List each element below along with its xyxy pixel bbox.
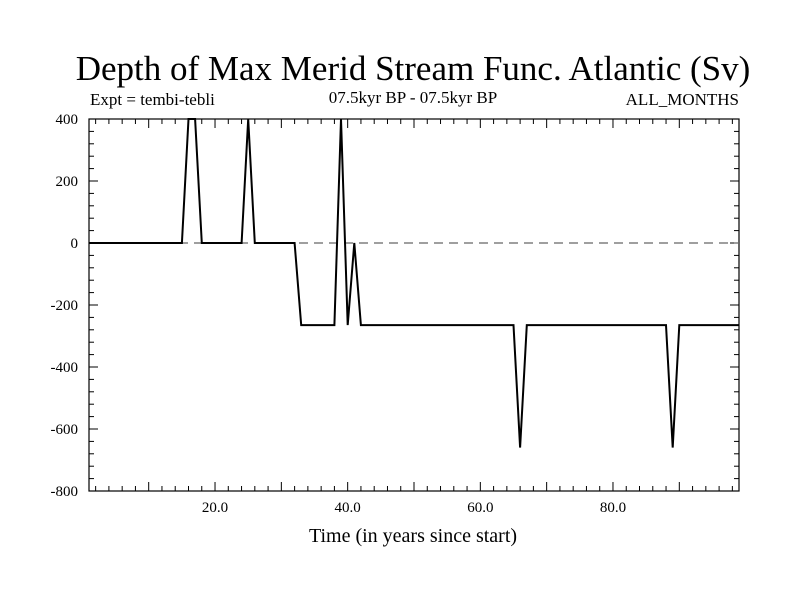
experiment-label: Expt = tembi-tebli [90, 90, 215, 109]
x-tick-label: 20.0 [202, 500, 228, 516]
x-tick-label: 60.0 [467, 500, 493, 516]
x-tick-label: 40.0 [335, 500, 361, 516]
period-label: 07.5kyr BP - 07.5kyr BP [329, 88, 497, 107]
x-tick-labels: 20.0 40.0 60.0 80.0 [202, 500, 626, 516]
y-tick-label: 400 [56, 112, 79, 128]
x-axis-label: Time (in years since start) [309, 525, 517, 547]
x-tick-label: 80.0 [600, 500, 626, 516]
y-tick-labels: 400 200 0 -200 -400 -600 -800 [51, 112, 79, 500]
y-tick-label: -200 [51, 298, 79, 314]
y-tick-label: -400 [51, 360, 79, 376]
y-tick-label: 200 [56, 174, 79, 190]
series-line [89, 118, 739, 448]
chart-title: Depth of Max Merid Stream Func. Atlantic… [76, 49, 751, 88]
months-label: ALL_MONTHS [626, 90, 739, 109]
x-ticks [95, 119, 733, 491]
y-tick-label: 0 [71, 236, 79, 252]
y-tick-label: -600 [51, 422, 79, 438]
y-tick-label: -800 [51, 484, 79, 500]
